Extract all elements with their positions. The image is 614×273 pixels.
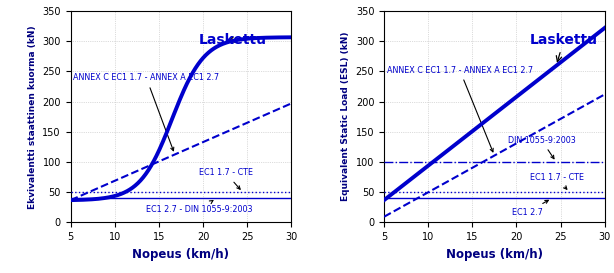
- Text: EC1 1.7 - CTE: EC1 1.7 - CTE: [199, 168, 252, 189]
- Text: Laskettu: Laskettu: [530, 33, 598, 62]
- Y-axis label: Ekvivalentti staattinen kuorma (kN): Ekvivalentti staattinen kuorma (kN): [28, 25, 37, 209]
- Text: ANNEX C EC1 1.7 - ANNEX A EC1 2.7: ANNEX C EC1 1.7 - ANNEX A EC1 2.7: [73, 73, 219, 151]
- Text: EC1 1.7 - CTE: EC1 1.7 - CTE: [530, 173, 584, 189]
- Text: DIN 1055-9:2003: DIN 1055-9:2003: [508, 136, 575, 159]
- Text: ANNEX C EC1 1.7 - ANNEX A EC1 2.7: ANNEX C EC1 1.7 - ANNEX A EC1 2.7: [387, 66, 533, 152]
- Text: EC1 2.7 - DIN 1055-9:2003: EC1 2.7 - DIN 1055-9:2003: [146, 200, 252, 214]
- Y-axis label: Equivalent Static Load (ESL) (kN): Equivalent Static Load (ESL) (kN): [341, 32, 350, 201]
- X-axis label: Nopeus (km/h): Nopeus (km/h): [446, 248, 543, 261]
- X-axis label: Nopeus (km/h): Nopeus (km/h): [133, 248, 230, 261]
- Text: Laskettu: Laskettu: [199, 33, 266, 47]
- Text: EC1 2.7: EC1 2.7: [512, 200, 548, 217]
